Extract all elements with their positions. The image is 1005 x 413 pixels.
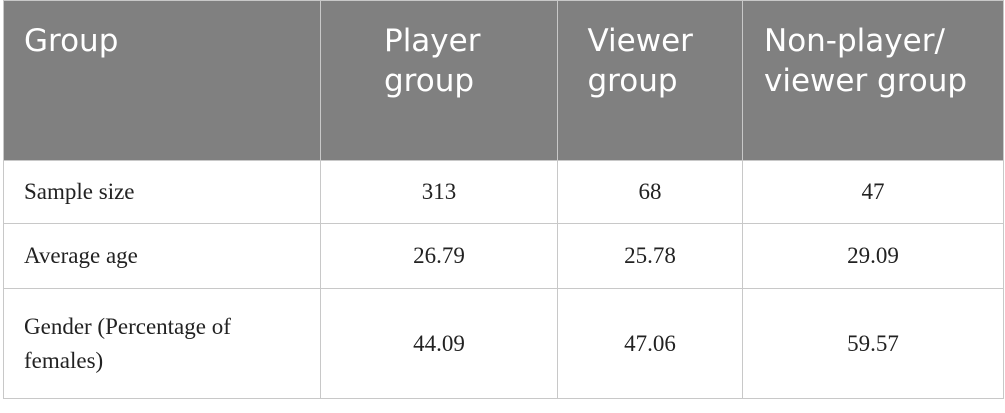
cell: 47.06	[557, 288, 743, 399]
cell: 59.57	[742, 288, 1004, 399]
table-row: Sample size 313 68 47	[3, 160, 1004, 224]
header-cell: Viewer group	[557, 0, 743, 161]
cell: 29.09	[742, 223, 1004, 289]
header-cell: Group	[3, 0, 321, 161]
cell: 26.79	[320, 223, 558, 289]
cell: 25.78	[557, 223, 743, 289]
cell: 44.09	[320, 288, 558, 399]
row-label: Average age	[3, 223, 321, 289]
table-row: Average age 26.79 25.78 29.09	[3, 223, 1004, 289]
header-row: Group Player group Viewer group Non-play…	[3, 0, 1004, 161]
data-table: Group Player group Viewer group Non-play…	[3, 0, 1004, 399]
header-cell: Non-player/ viewer group	[742, 0, 1004, 161]
cell: 313	[320, 160, 558, 224]
table-row: Gender (Percentage of females) 44.09 47.06…	[3, 288, 1004, 399]
table-body: Sample size 313 68 47 Average age 26.79 25.78 2…	[3, 160, 1004, 399]
cell: 47	[742, 160, 1004, 224]
header-text: Player group	[384, 23, 481, 99]
header-cell: Player group	[320, 0, 558, 161]
cell: 68	[557, 160, 743, 224]
header-text: Group	[24, 23, 119, 59]
header-text: Non-player/ viewer group	[764, 23, 968, 99]
row-label: Gender (Percentage of females)	[3, 288, 321, 399]
row-label: Sample size	[3, 160, 321, 224]
header-text: Viewer group	[587, 23, 693, 99]
